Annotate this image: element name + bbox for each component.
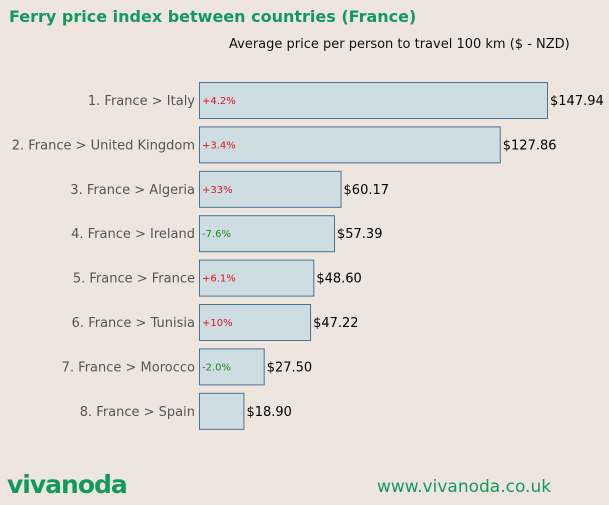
value-label: $27.50 xyxy=(267,360,313,375)
bar xyxy=(199,392,245,430)
bar xyxy=(199,259,315,297)
category-label: 2. France > United Kingdom xyxy=(12,138,195,153)
category-label: 1. France > Italy xyxy=(88,94,195,109)
vivanoda-logo[interactable]: vivanoda xyxy=(7,470,128,499)
category-label: 5. France > France xyxy=(73,272,195,287)
bar xyxy=(199,170,342,208)
category-label: 4. France > Ireland xyxy=(71,227,195,242)
bar xyxy=(199,82,548,119)
value-label: $47.22 xyxy=(313,316,359,331)
change-label: +6.1% xyxy=(202,274,236,285)
change-label: -7.6% xyxy=(202,229,231,240)
value-label: $48.60 xyxy=(316,272,362,287)
bar xyxy=(199,304,312,341)
change-label: -2.0% xyxy=(202,362,231,373)
category-label: 3. France > Algeria xyxy=(70,183,195,198)
category-label: 8. France > Spain xyxy=(80,405,195,420)
website-link[interactable]: www.vivanoda.co.uk xyxy=(377,477,552,497)
category-label: 6. France > Tunisia xyxy=(72,316,195,331)
bar-chart: 1. France > Italy +4.2% $147.94 2. France >… xyxy=(12,82,604,430)
chart-title: Ferry price index between countries (Fra… xyxy=(9,7,417,26)
change-label: +10% xyxy=(202,318,233,329)
change-label: +33% xyxy=(202,185,233,196)
chart-subtitle: Average price per person to travel 100 k… xyxy=(229,37,570,52)
value-label: $18.90 xyxy=(246,405,292,420)
value-label: $57.39 xyxy=(337,227,383,242)
value-label: $147.94 xyxy=(550,94,604,109)
value-label: $127.86 xyxy=(503,138,557,153)
value-label: $60.17 xyxy=(344,183,390,198)
bar xyxy=(199,348,265,386)
change-label: +4.2% xyxy=(202,96,236,107)
bar xyxy=(199,215,335,253)
change-label: +3.4% xyxy=(202,140,236,151)
category-label: 7. France > Morocco xyxy=(62,360,195,375)
bar xyxy=(199,126,501,164)
